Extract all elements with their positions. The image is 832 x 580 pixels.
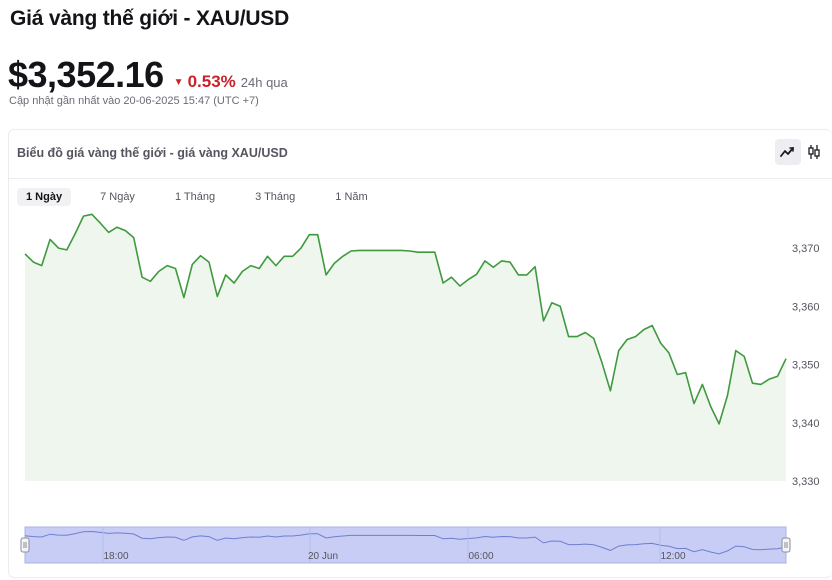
tab-range-1[interactable]: 7 Ngày <box>100 191 135 203</box>
tab-range-4[interactable]: 1 Năm <box>335 191 368 203</box>
navigator-tick-label: 20 Jun <box>308 551 338 562</box>
price-change: ▼ 0.53% 24h qua <box>174 72 288 92</box>
tab-range-2[interactable]: 1 Tháng <box>174 191 216 203</box>
line-chart-toggle[interactable] <box>775 139 801 165</box>
navigator-handle-left[interactable] <box>20 537 30 553</box>
change-percent: 0.53% <box>187 72 236 91</box>
current-price: $3,352.16 <box>8 54 164 95</box>
range-tabs: 1 Ngày 7 Ngày 1 Tháng 3 Tháng 1 Năm <box>17 188 399 206</box>
y-tick-label: 3,340 <box>792 418 820 430</box>
y-tick-label: 3,350 <box>792 360 820 372</box>
navigator-line <box>24 530 787 555</box>
price-area <box>25 214 786 482</box>
y-tick-label: 3,360 <box>792 301 820 313</box>
navigator-handle-right[interactable] <box>781 537 791 553</box>
price-row: $3,352.16 ▼ 0.53% 24h qua <box>8 54 288 96</box>
caret-down-icon: ▼ <box>173 77 184 88</box>
line-chart-icon <box>780 147 794 157</box>
last-updated: Cập nhật gần nhất vào 20-06-2025 15:47 (… <box>9 95 259 107</box>
chart-card: Biểu đồ giá vàng thế giới - giá vàng XAU… <box>8 129 832 578</box>
chart-card-title: Biểu đồ giá vàng thế giới - giá vàng XAU… <box>17 146 288 160</box>
tab-range-0[interactable]: 1 Ngày <box>17 188 72 206</box>
candlestick-chart-icon <box>808 145 820 159</box>
y-tick-label: 3,370 <box>792 243 820 255</box>
card-divider <box>9 178 832 179</box>
navigator-tick-label: 06:00 <box>468 551 493 562</box>
candlestick-chart-toggle[interactable] <box>801 139 827 165</box>
price-line <box>24 213 787 425</box>
page-title: Giá vàng thế giới - XAU/USD <box>10 7 290 30</box>
tab-range-3[interactable]: 3 Tháng <box>255 191 296 203</box>
navigator-tick-label: 18:00 <box>103 551 128 562</box>
navigator-tick-label: 12:00 <box>660 551 685 562</box>
y-tick-label: 3,330 <box>792 476 820 488</box>
change-period: 24h qua <box>240 75 288 90</box>
